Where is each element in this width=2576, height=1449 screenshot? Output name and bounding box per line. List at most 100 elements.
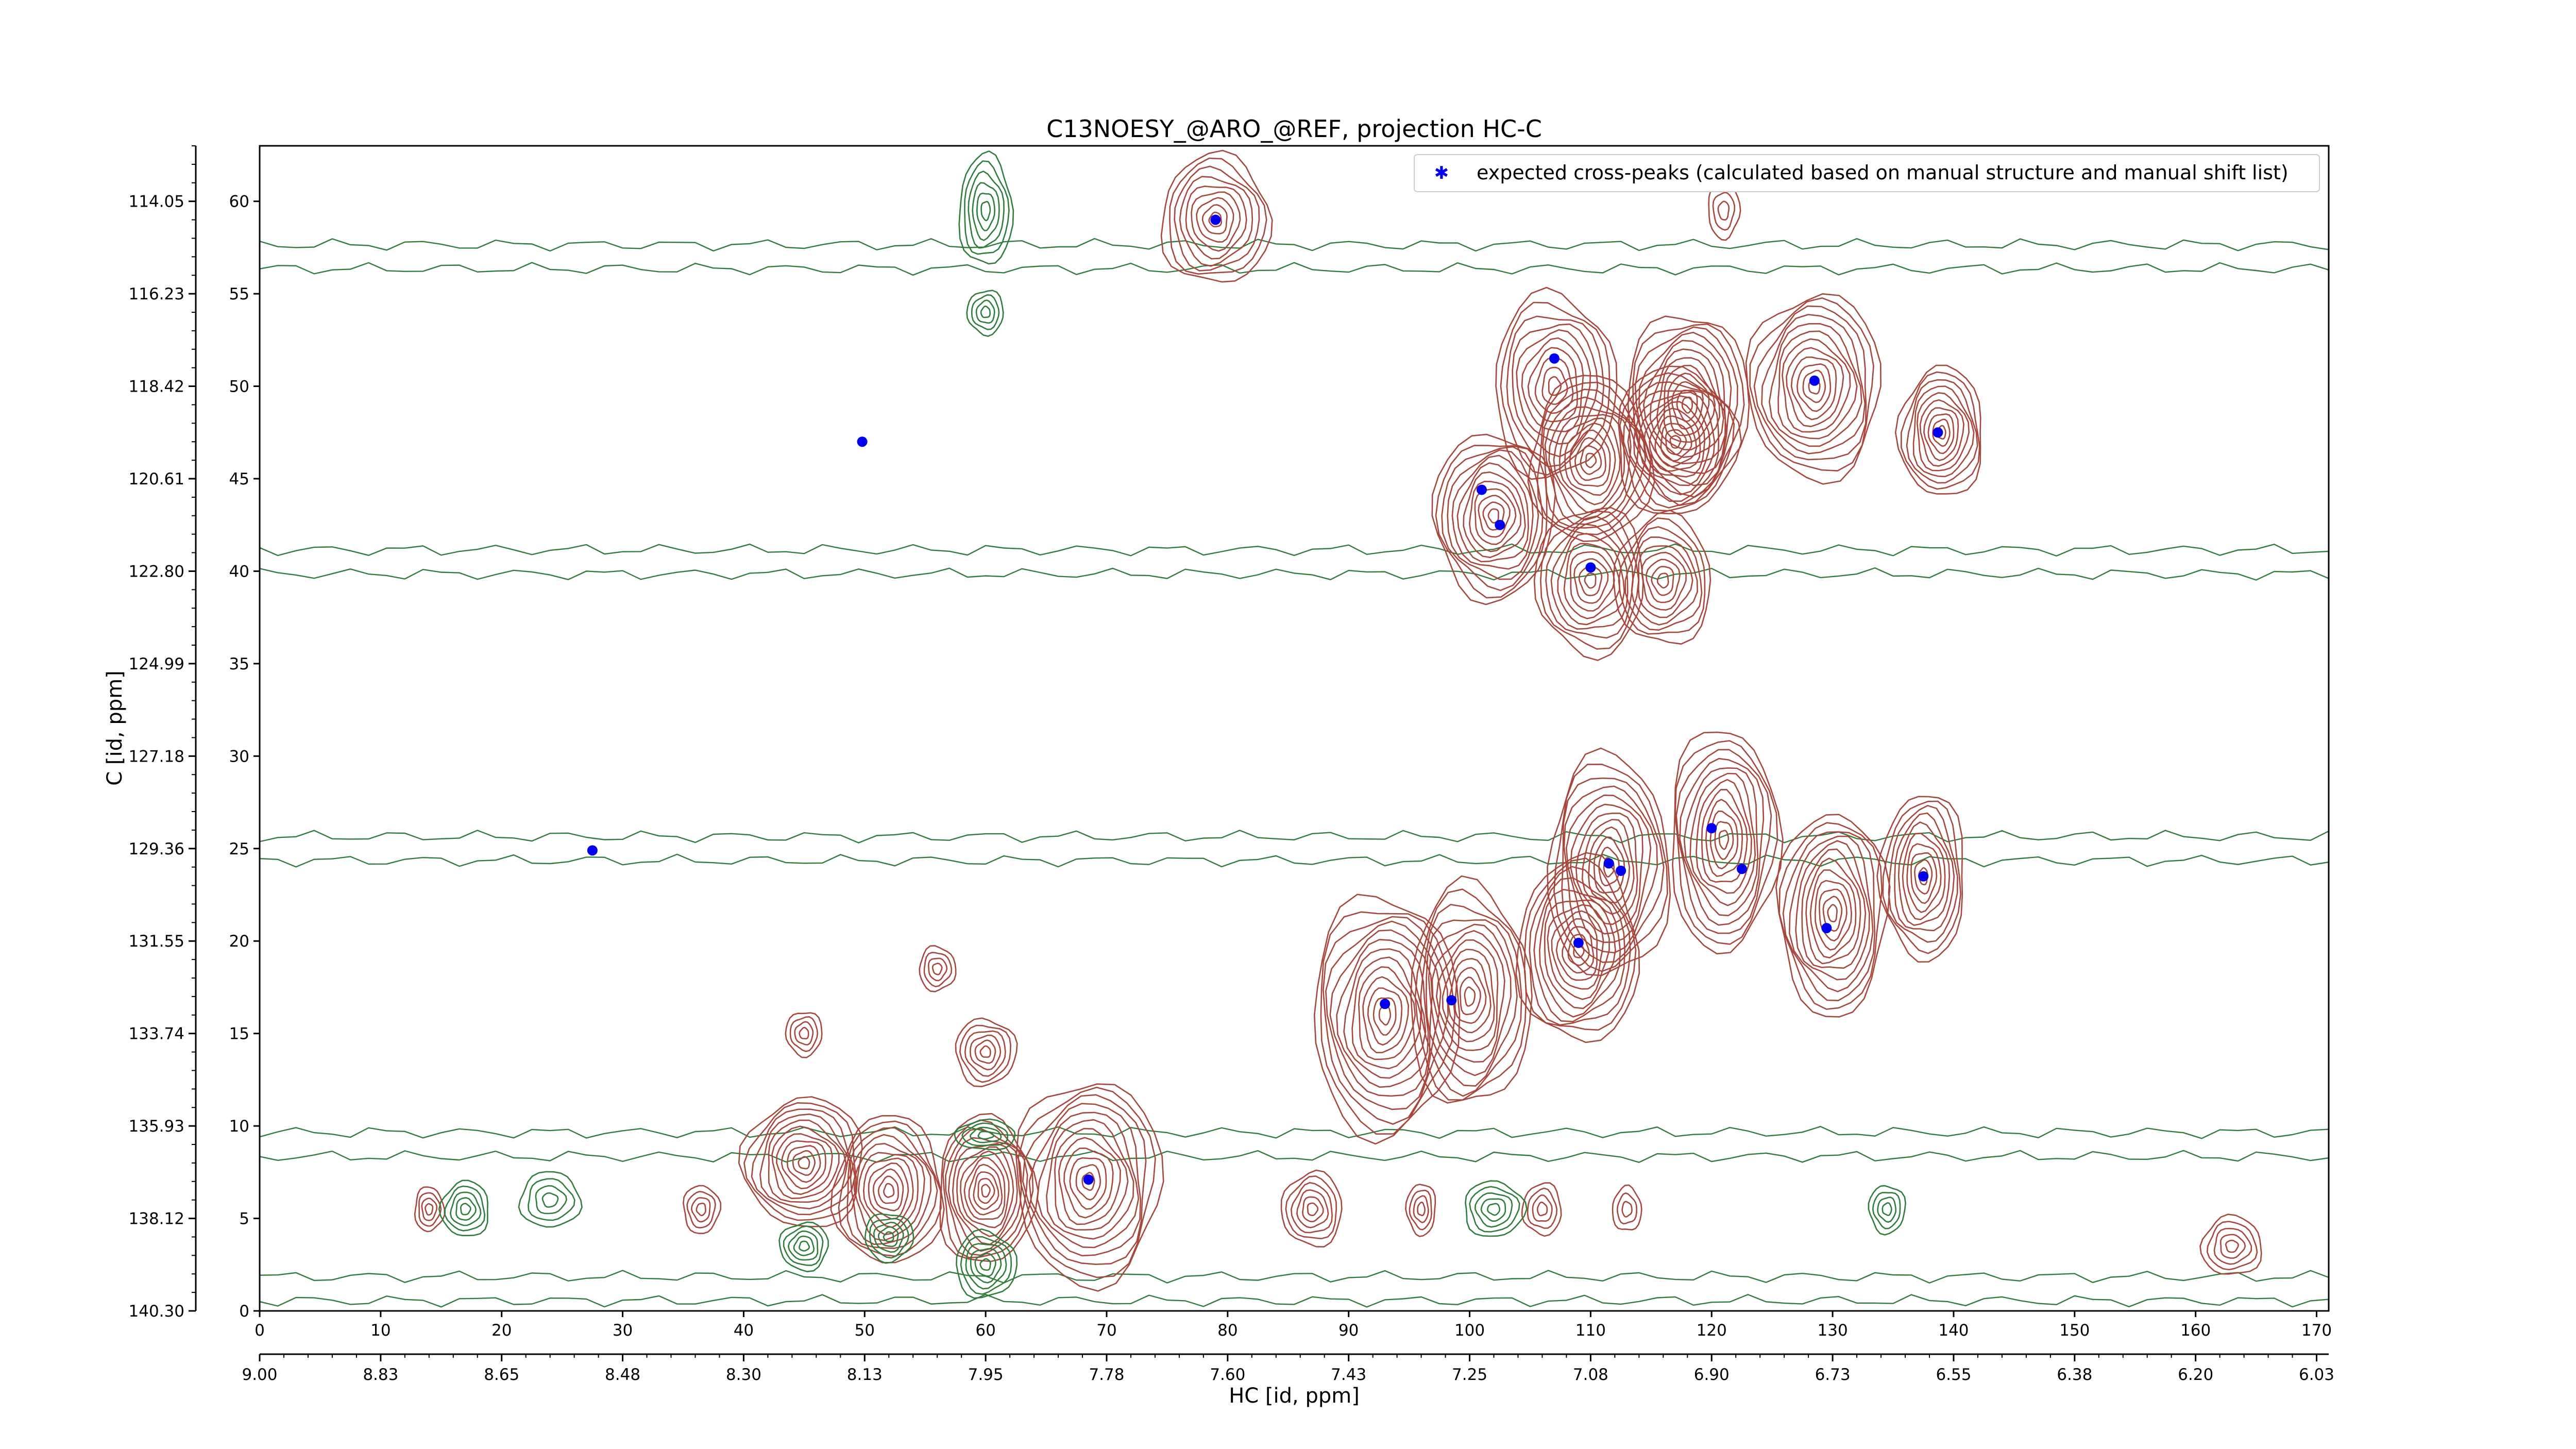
y-axis-left: 0 5 10 15 20 25 30 35 40 45 50 55 60 <box>229 193 260 1321</box>
negative-peak-contour <box>864 1213 914 1264</box>
y-tick-label: 40 <box>229 562 249 581</box>
positive-peak-contour <box>919 945 957 992</box>
positive-peak-contour <box>1431 433 1556 605</box>
noise-bands-layer <box>260 238 2329 1308</box>
expected-peak-marker <box>1616 865 1626 876</box>
positive-peak-contour <box>1280 1169 1343 1248</box>
positive-peak-contour <box>1533 507 1644 661</box>
noise-band <box>260 543 2329 581</box>
x-tick-label: 30 <box>613 1321 633 1340</box>
expected-peak-marker <box>587 845 598 856</box>
expected-peak-marker <box>1380 999 1391 1009</box>
x-axis-label: HC [id, ppm] <box>1229 1384 1360 1408</box>
y-tick-label: 60 <box>229 193 249 211</box>
y-ppm-tick-label: 114.05 <box>129 193 184 211</box>
noise-band <box>260 238 2329 276</box>
expected-peak-marker <box>1585 562 1596 573</box>
y-tick-label: 10 <box>229 1117 249 1136</box>
y-tick-label: 35 <box>229 655 249 673</box>
expected-peak-marker <box>1083 1174 1094 1185</box>
expected-peak-marker <box>1210 214 1221 225</box>
x-tick-label: 80 <box>1217 1321 1238 1340</box>
negative-peak-contour <box>1868 1185 1906 1236</box>
y-tick-label: 55 <box>229 285 249 304</box>
y-tick-label: 5 <box>239 1210 249 1228</box>
positive-peak-contour <box>1672 731 1784 955</box>
expected-peaks-layer <box>587 214 1943 1185</box>
y-tick-label: 20 <box>229 932 249 951</box>
positive-peak-contour <box>1613 509 1711 645</box>
negative-peak-contour <box>958 150 1014 265</box>
expected-peak-marker <box>1736 864 1747 874</box>
legend-marker-icon: ✱ <box>1434 163 1449 183</box>
positive-peak-contour <box>1521 1182 1562 1237</box>
x-ppm-tick-label: 6.03 <box>2299 1366 2334 1384</box>
x-axis-bottom: 0 10 20 30 40 50 60 70 80 90 100 110 120 130 140 150 160… <box>255 1311 2332 1340</box>
x-ppm-tick-label: 7.08 <box>1573 1366 1608 1384</box>
expected-peak-marker <box>1603 858 1614 869</box>
x-tick-label: 110 <box>1575 1321 1606 1340</box>
y-tick-label: 30 <box>229 747 249 766</box>
x-tick-label: 140 <box>1938 1321 1969 1340</box>
x-tick-label: 100 <box>1454 1321 1485 1340</box>
y-tick-label: 25 <box>229 840 249 858</box>
positive-peak-contour <box>1612 1184 1642 1231</box>
expected-peak-marker <box>1933 427 1943 438</box>
negative-peak-contour <box>438 1180 488 1236</box>
x-tick-label: 160 <box>2180 1321 2211 1340</box>
positive-peak-contour <box>1015 1083 1164 1292</box>
noise-band <box>260 1125 2329 1163</box>
negative-peak-contour <box>954 1118 1016 1151</box>
positive-peak-contour <box>1313 894 1461 1145</box>
x-ppm-tick-label: 6.38 <box>2057 1366 2092 1384</box>
expected-peak-marker <box>857 436 868 447</box>
expected-peak-marker <box>1477 484 1487 495</box>
x-ppm-tick-label: 7.60 <box>1210 1366 1245 1384</box>
noise-band <box>260 1270 2329 1308</box>
positive-peak-contour <box>1405 1184 1436 1237</box>
x-tick-label: 120 <box>1697 1321 1727 1340</box>
x-tick-label: 150 <box>2059 1321 2090 1340</box>
expected-peak-marker <box>1446 995 1457 1006</box>
legend-entry-label: expected cross-peaks (calculated based o… <box>1477 161 2289 184</box>
negative-peak-contour <box>956 1228 1018 1299</box>
expected-peak-marker <box>1549 353 1560 364</box>
x-ppm-tick-label: 7.95 <box>968 1366 1004 1384</box>
expected-peak-marker <box>1821 923 1832 934</box>
x-ppm-tick-label: 8.13 <box>847 1366 883 1384</box>
positive-peak-contour <box>1876 796 1963 963</box>
y-axis-label: C [id, ppm] <box>103 670 127 786</box>
expected-peak-marker <box>1495 519 1505 530</box>
x-tick-label: 60 <box>975 1321 995 1340</box>
plot-frame <box>259 145 2330 1312</box>
x-ppm-tick-label: 7.78 <box>1089 1366 1124 1384</box>
y-tick-label: 45 <box>229 470 249 488</box>
positive-peak-contour <box>683 1185 722 1234</box>
noise-band <box>260 830 2329 868</box>
x-ppm-tick-label: 6.90 <box>1694 1366 1730 1384</box>
x-ppm-tick-label: 8.83 <box>363 1366 398 1384</box>
x-ppm-tick-label: 7.25 <box>1452 1366 1487 1384</box>
legend-box <box>1414 154 2320 192</box>
y-ppm-tick-label: 120.61 <box>129 470 184 488</box>
x-tick-label: 170 <box>2301 1321 2332 1340</box>
positive-peak-contour <box>1618 365 1742 515</box>
positive-peak-contour <box>1745 293 1882 485</box>
y-ppm-tick-label: 127.18 <box>129 747 184 766</box>
positive-peak-contour <box>1775 814 1891 1018</box>
x-ppm-tick-label: 6.55 <box>1936 1366 1971 1384</box>
x-tick-label: 0 <box>255 1321 265 1340</box>
x-tick-label: 10 <box>370 1321 391 1340</box>
negative-peak-contour <box>778 1221 829 1272</box>
x-tick-label: 70 <box>1096 1321 1116 1340</box>
y-ppm-tick-label: 133.74 <box>129 1025 184 1043</box>
x-tick-label: 20 <box>492 1321 512 1340</box>
x-ppm-tick-label: 9.00 <box>242 1366 277 1384</box>
x-ppm-tick-label: 8.65 <box>484 1366 519 1384</box>
y-ppm-tick-label: 118.42 <box>129 378 184 396</box>
positive-peak-contour <box>1515 852 1640 1043</box>
positive-peak-contour <box>2199 1214 2262 1275</box>
y-axis-ppm: 140.30 138.12 135.93 133.74 131.55 129.36 127.… <box>129 145 197 1321</box>
expected-peak-marker <box>1706 823 1717 834</box>
